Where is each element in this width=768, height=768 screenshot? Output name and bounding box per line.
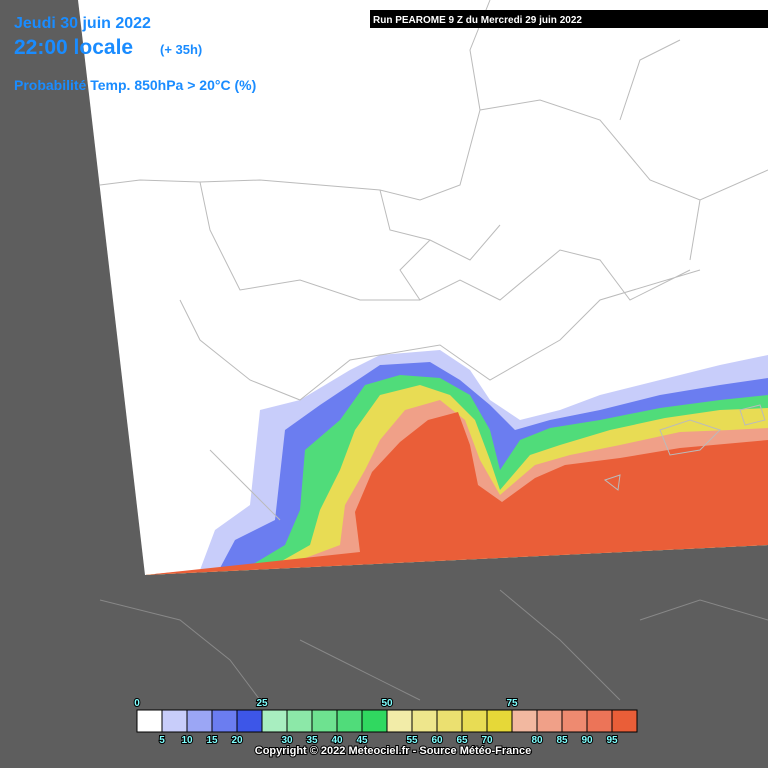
legend-tick-label: 20 — [231, 735, 243, 746]
parameter-title: Probabilité Temp. 850hPa > 20°C (%) — [14, 77, 256, 93]
forecast-time: 22:00 locale — [14, 36, 133, 59]
legend-swatch — [136, 709, 163, 733]
legend-tick-label: 90 — [581, 735, 593, 746]
island-outline — [603, 404, 766, 491]
legend-tick-label: 25 — [256, 698, 268, 709]
legend-swatch — [186, 709, 213, 733]
legend-swatch — [536, 709, 563, 733]
prob-area — [145, 412, 768, 575]
legend-swatch — [486, 709, 513, 733]
legend-swatch — [261, 709, 288, 733]
legend-swatch — [411, 709, 438, 733]
legend-swatch — [286, 709, 313, 733]
legend-tick-label: 80 — [531, 735, 543, 746]
lead-time: (+ 35h) — [160, 42, 202, 57]
legend-tick-label: 75 — [506, 698, 518, 709]
legend-swatch — [561, 709, 588, 733]
region-border — [99, 0, 768, 521]
run-box — [370, 10, 768, 28]
copyright: Copyright © 2022 Meteociel.fr - Source M… — [255, 745, 531, 757]
legend-tick-label: 10 — [181, 735, 193, 746]
legend-tick-label: 35 — [306, 735, 318, 746]
legend-swatch — [611, 709, 638, 733]
legend-swatch — [511, 709, 538, 733]
legend-tick-label: 50 — [381, 698, 393, 709]
legend-tick-label: 0 — [134, 698, 140, 709]
legend-tick-label: 85 — [556, 735, 568, 746]
legend-swatch — [586, 709, 613, 733]
legend-tick-label: 30 — [281, 735, 293, 746]
forecast-date: Jeudi 30 juin 2022 — [14, 15, 151, 32]
legend-swatch — [236, 709, 263, 733]
legend-swatch — [361, 709, 388, 733]
run-label: Run PEAROME 9 Z du Mercredi 29 juin 2022 — [373, 15, 582, 26]
legend-tick-label: 45 — [356, 735, 368, 746]
legend-tick-label: 5 — [159, 735, 165, 746]
region-border — [99, 589, 768, 701]
legend-tick-label: 65 — [456, 735, 468, 746]
legend-swatch — [386, 709, 413, 733]
legend-swatch — [311, 709, 338, 733]
legend: 0 25 50 75 5 10 15 20 30 35 40 45 55 60 65 70 80 85 90 95 — [133, 697, 638, 747]
legend-swatch — [461, 709, 488, 733]
legend-tick-label: 95 — [606, 735, 618, 746]
legend-tick-label: 55 — [406, 735, 418, 746]
legend-swatch — [336, 709, 363, 733]
legend-tick-label: 15 — [206, 735, 218, 746]
legend-swatch — [436, 709, 463, 733]
legend-swatch — [211, 709, 238, 733]
legend-swatch — [161, 709, 188, 733]
legend-tick-label: 40 — [331, 735, 343, 746]
legend-tick-label: 60 — [431, 735, 443, 746]
legend-tick-label: 70 — [481, 735, 493, 746]
